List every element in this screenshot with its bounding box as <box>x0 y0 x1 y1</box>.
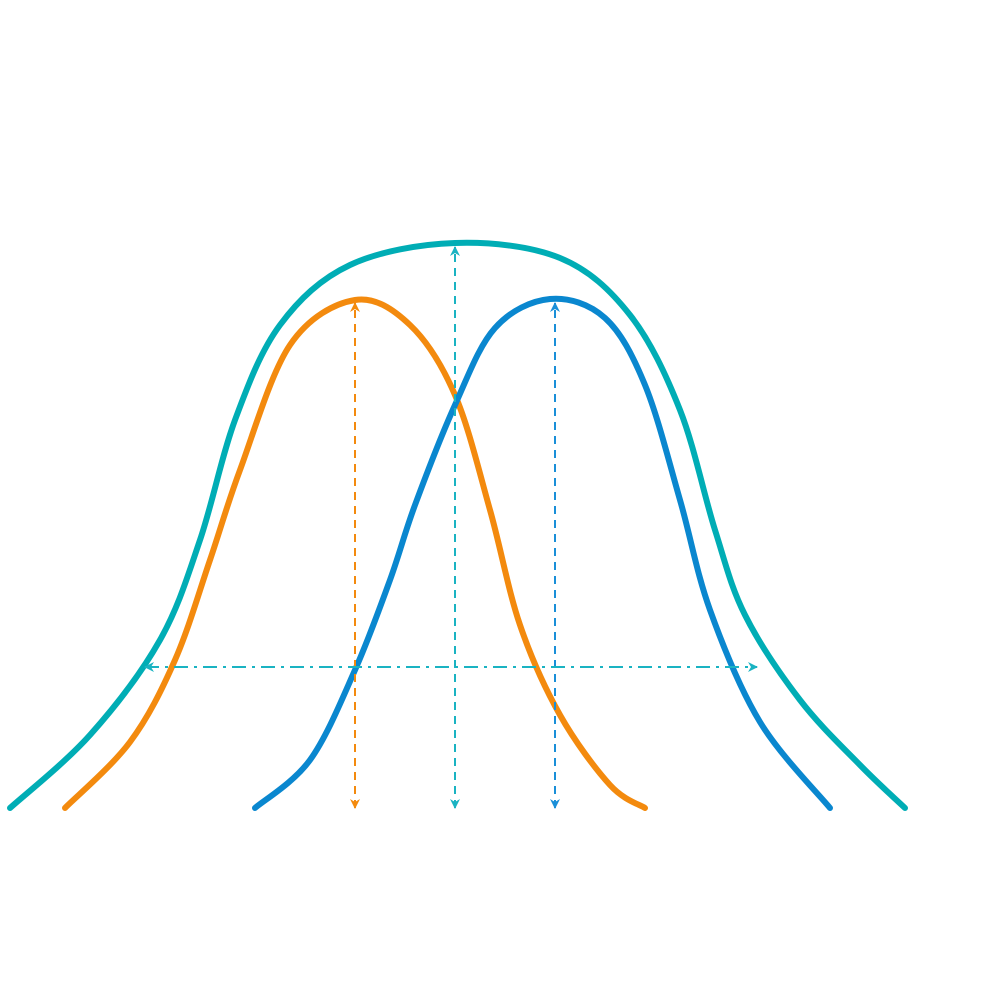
left-distribution-curve <box>62 296 648 811</box>
right-distribution-curve <box>252 295 833 811</box>
wide-distribution-curve <box>7 239 908 811</box>
